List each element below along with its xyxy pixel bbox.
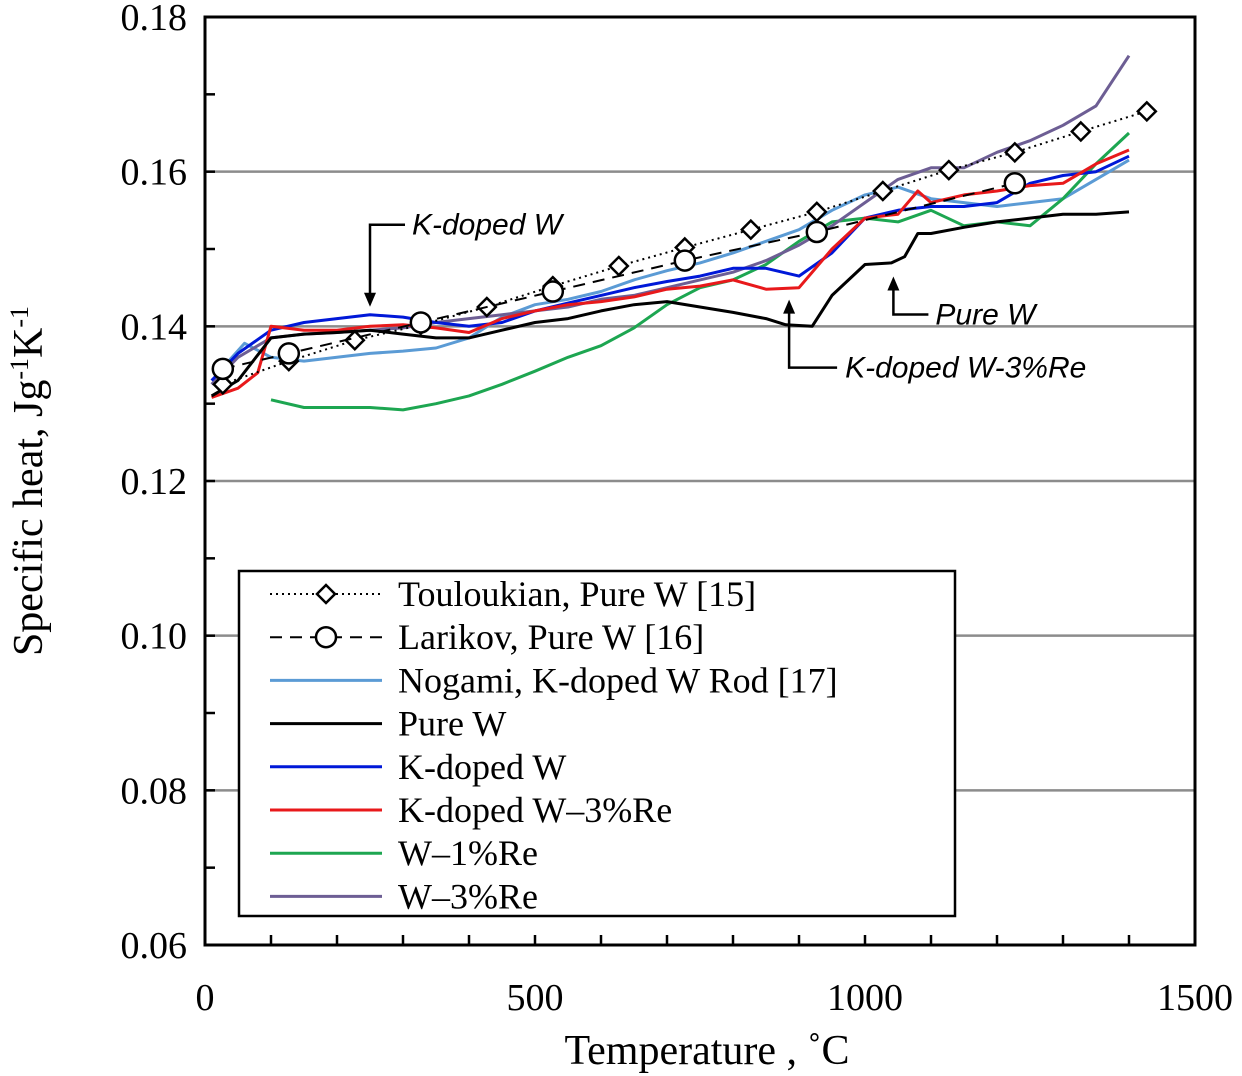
series-7: [210, 54, 1131, 386]
y-axis-title-main: Specific heat, Jg: [6, 380, 52, 656]
series-line: [210, 210, 1130, 398]
legend-label: K-doped W–3%Re: [398, 790, 672, 830]
y-axis-title-sup2: -1: [5, 306, 34, 328]
data-point-circle: [409, 311, 433, 334]
legend-label: K-doped W: [398, 747, 566, 787]
y-axis-title-mid: K: [6, 328, 52, 358]
y-tick-label: 0.06: [121, 925, 188, 967]
arrow-leader: [787, 303, 838, 369]
arrow-head: [783, 299, 796, 314]
data-point-diamond: [740, 218, 762, 241]
legend-label: Nogami, K-doped W Rod [17]: [398, 660, 838, 700]
data-point-diamond: [938, 159, 960, 181]
legend-label: W–1%Re: [398, 833, 538, 873]
data-point-circle: [673, 249, 697, 272]
arrow-head: [887, 276, 900, 291]
legend-label: Touloukian, Pure W [15]: [398, 574, 756, 614]
data-point-diamond: [1136, 100, 1158, 123]
x-tick-label: 1500: [1157, 977, 1233, 1019]
data-point-circle: [805, 220, 829, 244]
annotation-label: Pure W: [935, 298, 1038, 331]
data-point-diamond: [806, 201, 828, 223]
data-point-circle: [211, 357, 235, 381]
annotations: K-doped W Pure W K-doped W-3%Re: [364, 209, 1086, 385]
y-tick-label: 0.08: [121, 770, 188, 812]
legend: Touloukian, Pure W [15]Larikov, Pure W […: [237, 569, 957, 918]
series-line: [210, 54, 1131, 386]
data-point-diamond: [212, 373, 234, 396]
data-point-diamond: [608, 255, 630, 277]
y-axis-title: Specific heat, Jg-1K-1: [5, 306, 52, 656]
y-tick-label: 0.12: [121, 461, 188, 503]
series-3: [210, 210, 1130, 398]
arrow-head: [364, 292, 376, 307]
series-lines: [210, 54, 1158, 412]
x-tick-label: 0: [196, 977, 215, 1019]
series-4: [210, 154, 1130, 382]
arrow-leader: [368, 223, 405, 303]
x-tick-label: 500: [507, 977, 564, 1019]
data-point-diamond: [315, 583, 337, 605]
data-point-diamond: [1070, 120, 1092, 143]
annotation-label: K-doped W-3%Re: [845, 352, 1086, 385]
legend-label: Larikov, Pure W [16]: [398, 617, 704, 657]
data-point-diamond: [1004, 141, 1026, 164]
series-0: [212, 100, 1158, 396]
y-tick-label: 0.16: [121, 152, 188, 194]
y-axis-title-sup1: -1: [5, 358, 34, 380]
y-tick-label: 0.18: [121, 0, 188, 39]
legend-label: Pure W: [398, 704, 506, 744]
y-tick-label: 0.10: [121, 616, 188, 658]
data-point-circle: [314, 625, 338, 649]
data-point-circle: [541, 280, 565, 303]
series-1: [211, 172, 1027, 381]
legend-box: [237, 569, 957, 918]
data-point-circle: [277, 342, 301, 365]
arrow-leader: [892, 280, 929, 316]
y-tick-label: 0.14: [121, 306, 188, 348]
annotation-label: K-doped W: [412, 209, 565, 242]
x-tick-label: 1000: [827, 977, 903, 1019]
series-line: [210, 154, 1130, 382]
data-point-circle: [1003, 172, 1027, 195]
tick-labels: 0.06 0.08 0.10 0.12 0.14 0.16 0.18 0 500 1000 1500: [121, 0, 1234, 1019]
legend-label: W–3%Re: [398, 876, 538, 916]
data-point-diamond: [872, 180, 894, 202]
x-axis-title: Temperature , ˚C: [564, 1028, 849, 1074]
tick-marks: [203, 15, 1197, 947]
